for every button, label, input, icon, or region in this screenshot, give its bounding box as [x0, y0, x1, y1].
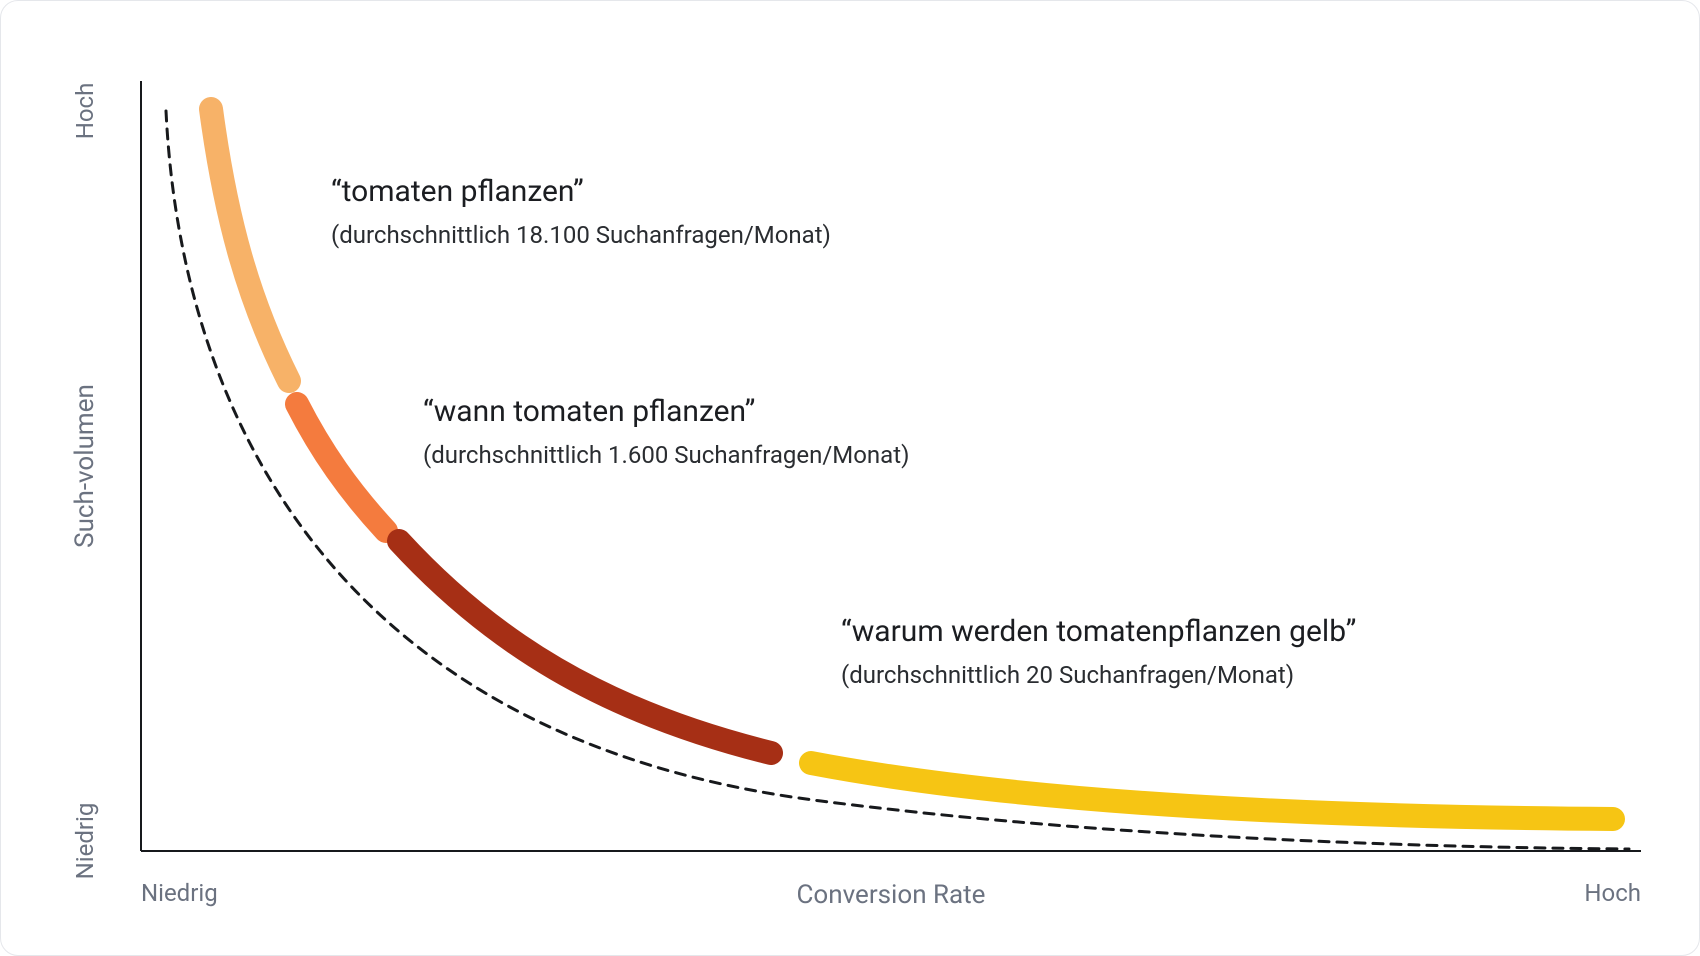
chart-card: “tomaten pflanzen” (durchschnittlich 18.1… — [0, 0, 1700, 956]
y-tick-low: Niedrig — [71, 803, 99, 880]
seg-body — [399, 541, 771, 753]
anno-3-title: “warum werden tomatenpflanzen gelb” — [841, 614, 1356, 649]
anno-2-subtitle: (durchschnittlich 1.600 Suchanfragen/Mon… — [423, 441, 909, 469]
x-tick-high: Hoch — [1584, 879, 1641, 907]
anno-1-title: “tomaten pflanzen” — [331, 174, 584, 209]
anno-1-subtitle: (durchschnittlich 18.100 Suchanfragen/Mo… — [331, 221, 831, 249]
y-tick-high: Hoch — [71, 83, 99, 140]
seg-tail — [811, 763, 1613, 819]
anno-3-subtitle: (durchschnittlich 20 Suchanfragen/Monat) — [841, 661, 1294, 689]
curve-segments — [211, 109, 1613, 819]
anno-2-title: “wann tomaten pflanzen” — [423, 394, 755, 429]
longtail-chart: “tomaten pflanzen” (durchschnittlich 18.1… — [1, 1, 1700, 956]
x-axis-label: Conversion Rate — [797, 880, 986, 910]
y-axis-label: Such-volumen — [70, 384, 100, 548]
seg-mid — [297, 404, 386, 531]
x-tick-low: Niedrig — [141, 879, 218, 907]
seg-head — [211, 109, 289, 381]
